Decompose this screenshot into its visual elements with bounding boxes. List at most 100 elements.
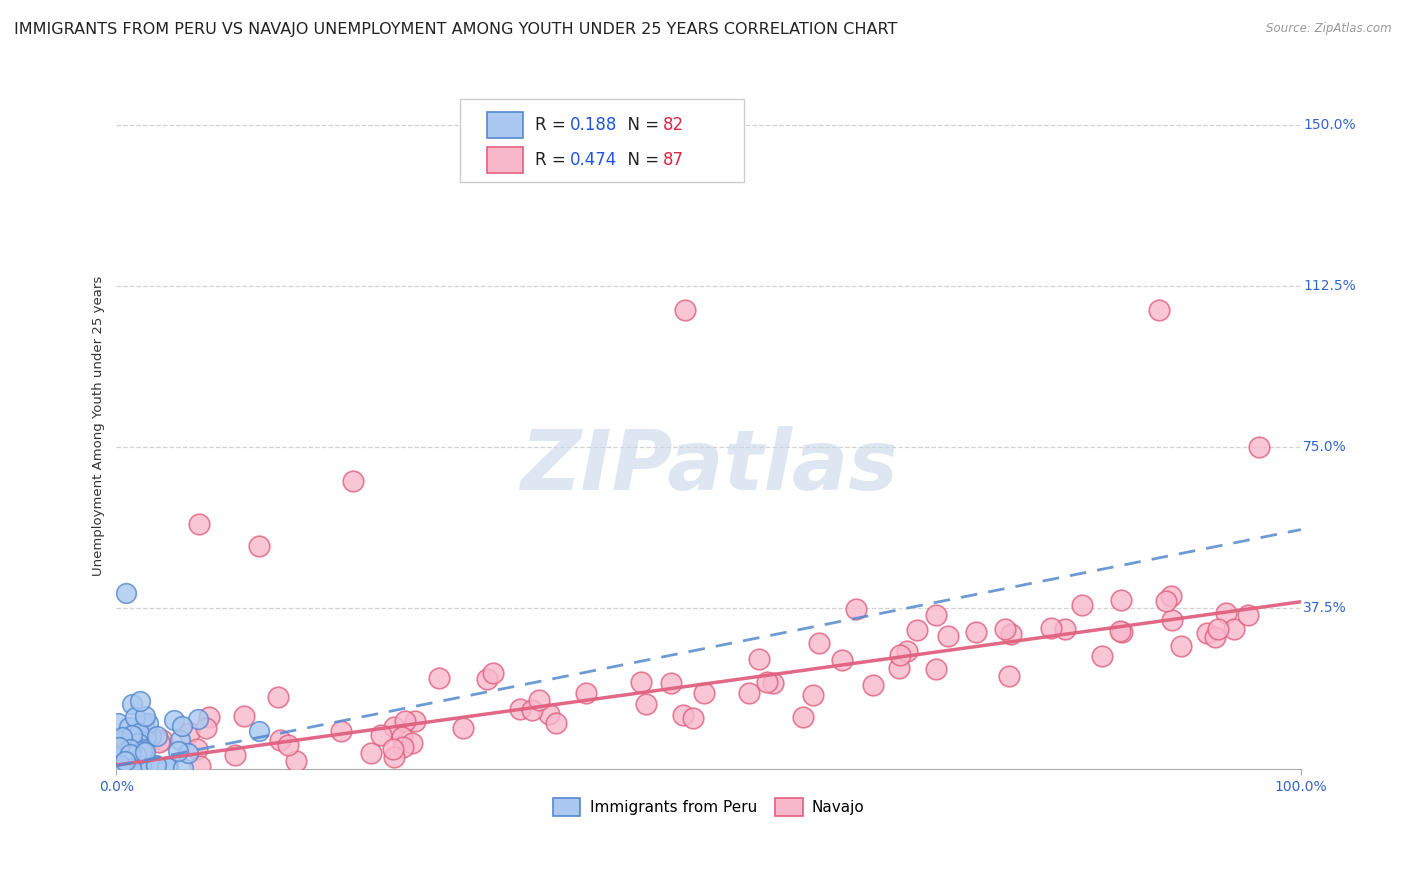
Point bbox=[630, 674, 652, 689]
Point bbox=[391, 730, 413, 744]
Point bbox=[1154, 593, 1177, 607]
Point bbox=[117, 760, 139, 774]
Text: N =: N = bbox=[617, 116, 665, 134]
Point bbox=[148, 735, 170, 749]
Point bbox=[1053, 622, 1076, 636]
Point bbox=[394, 714, 416, 729]
Point bbox=[381, 742, 404, 756]
Point bbox=[135, 730, 157, 744]
Point bbox=[1170, 639, 1192, 653]
Point bbox=[177, 747, 200, 761]
Point bbox=[672, 707, 695, 722]
Point bbox=[370, 728, 392, 742]
Point bbox=[132, 716, 155, 731]
Point bbox=[156, 759, 179, 773]
Point bbox=[115, 739, 138, 754]
Point bbox=[112, 756, 135, 770]
Point bbox=[120, 731, 142, 746]
Point bbox=[1091, 649, 1114, 664]
Point bbox=[118, 757, 141, 772]
Point bbox=[427, 671, 450, 685]
Point bbox=[284, 754, 307, 768]
Point bbox=[1237, 608, 1260, 623]
Point bbox=[179, 726, 201, 740]
Point bbox=[247, 723, 270, 738]
Point bbox=[994, 622, 1017, 636]
Text: 82: 82 bbox=[662, 116, 683, 134]
Point bbox=[121, 742, 143, 756]
Point bbox=[115, 586, 138, 600]
Text: 37.5%: 37.5% bbox=[1303, 601, 1347, 615]
Point bbox=[131, 744, 153, 758]
Point bbox=[1208, 622, 1230, 636]
Point bbox=[188, 517, 211, 532]
Point bbox=[1040, 621, 1063, 635]
FancyBboxPatch shape bbox=[460, 99, 744, 182]
Point bbox=[762, 676, 785, 690]
Point bbox=[107, 716, 129, 731]
Point bbox=[360, 747, 382, 761]
Point bbox=[748, 652, 770, 666]
Point bbox=[122, 758, 145, 772]
Point bbox=[529, 693, 551, 707]
Point bbox=[382, 720, 405, 734]
Point bbox=[115, 742, 138, 756]
Point bbox=[114, 754, 136, 768]
Y-axis label: Unemployment Among Youth under 25 years: Unemployment Among Youth under 25 years bbox=[93, 276, 105, 575]
Point bbox=[247, 539, 270, 553]
Point bbox=[905, 623, 928, 637]
Text: 150.0%: 150.0% bbox=[1303, 118, 1355, 132]
Point bbox=[889, 661, 911, 675]
Point bbox=[965, 625, 987, 640]
Point bbox=[382, 749, 405, 764]
Point bbox=[145, 729, 167, 743]
Point bbox=[138, 756, 160, 771]
Point bbox=[1215, 607, 1237, 621]
Point bbox=[862, 678, 884, 692]
Point bbox=[269, 732, 291, 747]
Point bbox=[738, 686, 761, 700]
Point bbox=[141, 729, 163, 743]
Point bbox=[112, 762, 135, 776]
Point bbox=[118, 747, 141, 761]
Point bbox=[1111, 624, 1133, 639]
Point bbox=[112, 746, 135, 760]
Point bbox=[1161, 614, 1184, 628]
Text: R =: R = bbox=[534, 116, 571, 134]
Point bbox=[807, 635, 830, 649]
Point bbox=[120, 742, 142, 756]
Point bbox=[693, 686, 716, 700]
Point bbox=[831, 653, 853, 667]
Point bbox=[233, 708, 256, 723]
Point bbox=[120, 739, 142, 754]
Point bbox=[1204, 630, 1226, 644]
Point bbox=[117, 750, 139, 764]
Point bbox=[114, 744, 136, 758]
Point bbox=[121, 698, 143, 712]
Point bbox=[1160, 590, 1182, 604]
Point bbox=[537, 707, 560, 722]
Point bbox=[404, 714, 426, 728]
Point bbox=[1223, 623, 1246, 637]
Text: ZIPatlas: ZIPatlas bbox=[520, 426, 897, 508]
Point bbox=[1197, 626, 1219, 640]
FancyBboxPatch shape bbox=[488, 112, 523, 138]
Point bbox=[110, 758, 132, 772]
Point bbox=[156, 761, 179, 775]
Point bbox=[128, 725, 150, 739]
Legend: Immigrants from Peru, Navajo: Immigrants from Peru, Navajo bbox=[546, 790, 872, 823]
Point bbox=[1108, 624, 1130, 638]
Point bbox=[509, 702, 531, 716]
Point bbox=[134, 745, 156, 759]
Point bbox=[634, 697, 657, 711]
Point bbox=[132, 746, 155, 760]
Point bbox=[108, 739, 131, 754]
Point bbox=[392, 739, 415, 754]
Point bbox=[187, 713, 209, 727]
Point bbox=[111, 730, 134, 744]
Point bbox=[124, 748, 146, 763]
Point bbox=[125, 738, 148, 752]
Point bbox=[198, 709, 221, 723]
Point bbox=[188, 758, 211, 772]
Point bbox=[186, 742, 208, 756]
